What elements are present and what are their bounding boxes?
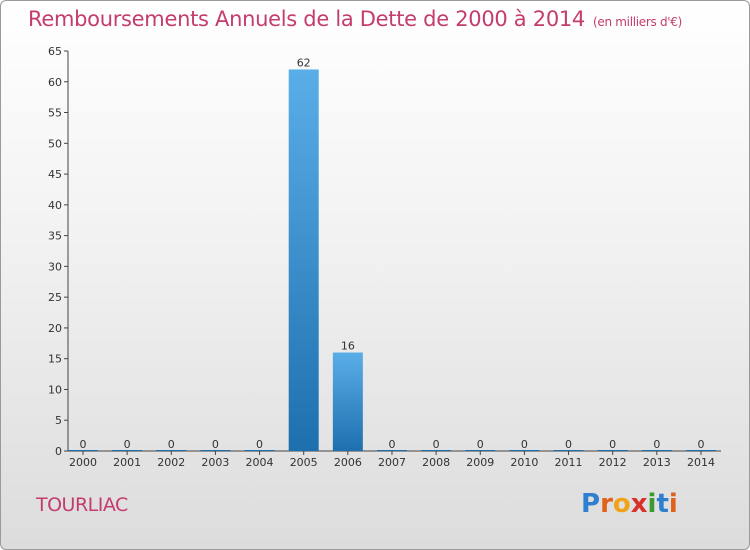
y-tick-label: 35: [48, 230, 62, 243]
x-tick-label: 2007: [378, 456, 406, 469]
data-label: 0: [388, 438, 395, 451]
data-label: 0: [124, 438, 131, 451]
x-tick-label: 2012: [599, 456, 627, 469]
bar: [685, 450, 716, 451]
chart-title: Remboursements Annuels de la Dette de 20…: [28, 7, 682, 31]
y-tick-label: 50: [48, 137, 62, 150]
x-tick-label: 2006: [334, 456, 362, 469]
bar: [68, 450, 98, 451]
logo-letter: i: [668, 489, 678, 519]
bar: [288, 69, 319, 451]
data-label: 16: [341, 340, 355, 353]
x-tick-label: 2002: [157, 456, 185, 469]
x-tick-label: 2011: [555, 456, 583, 469]
bar: [200, 450, 231, 451]
bar: [332, 352, 363, 451]
proxiti-logo: Proxiti: [581, 489, 678, 519]
data-label: 0: [653, 438, 660, 451]
logo-letter: i: [647, 489, 657, 519]
x-tick-label: 2001: [113, 456, 141, 469]
y-tick-label: 40: [48, 199, 62, 212]
x-tick-label: 2014: [687, 456, 715, 469]
bar: [465, 450, 496, 451]
data-label: 0: [212, 438, 219, 451]
bar: [156, 450, 187, 451]
bar: [421, 450, 452, 451]
data-label: 0: [565, 438, 572, 451]
y-tick-label: 60: [48, 76, 62, 89]
logo-letter: o: [612, 489, 631, 519]
data-label: 0: [168, 438, 175, 451]
x-tick-label: 2008: [422, 456, 450, 469]
data-label: 0: [609, 438, 616, 451]
x-tick-label: 2009: [466, 456, 494, 469]
bar: [244, 450, 275, 451]
x-tick-label: 2004: [246, 456, 274, 469]
logo-letter: P: [581, 489, 601, 519]
logo-letter: r: [600, 489, 613, 519]
y-tick-label: 15: [48, 353, 62, 366]
data-label: 0: [80, 438, 87, 451]
data-label: 0: [477, 438, 484, 451]
x-tick-label: 2010: [510, 456, 538, 469]
commune-name: TOURLIAC: [36, 494, 128, 516]
bar: [597, 450, 628, 451]
data-label: 0: [256, 438, 263, 451]
x-tick-label: 2000: [69, 456, 97, 469]
y-tick-label: 0: [55, 445, 62, 458]
chart-title-unit: (en milliers d'€): [593, 15, 683, 29]
y-tick-label: 20: [48, 322, 62, 335]
bar: [641, 450, 672, 451]
data-label: 0: [433, 438, 440, 451]
y-tick-label: 30: [48, 260, 62, 273]
y-tick-label: 25: [48, 291, 62, 304]
y-tick-label: 65: [48, 45, 62, 58]
x-tick-label: 2003: [201, 456, 229, 469]
data-label: 0: [521, 438, 528, 451]
x-tick-label: 2005: [290, 456, 318, 469]
y-tick-label: 45: [48, 168, 62, 181]
bar: [509, 450, 540, 451]
y-tick-label: 5: [55, 414, 62, 427]
bar: [553, 450, 584, 451]
bar: [112, 450, 143, 451]
y-tick-label: 55: [48, 107, 62, 120]
logo-letter: x: [630, 489, 648, 519]
bar: [376, 450, 407, 451]
x-tick-label: 2013: [643, 456, 671, 469]
y-tick-label: 10: [48, 383, 62, 396]
data-label: 62: [297, 56, 311, 69]
data-label: 0: [697, 438, 704, 451]
logo-letter: t: [656, 489, 669, 519]
chart-title-main: Remboursements Annuels de la Dette de 20…: [28, 7, 585, 31]
